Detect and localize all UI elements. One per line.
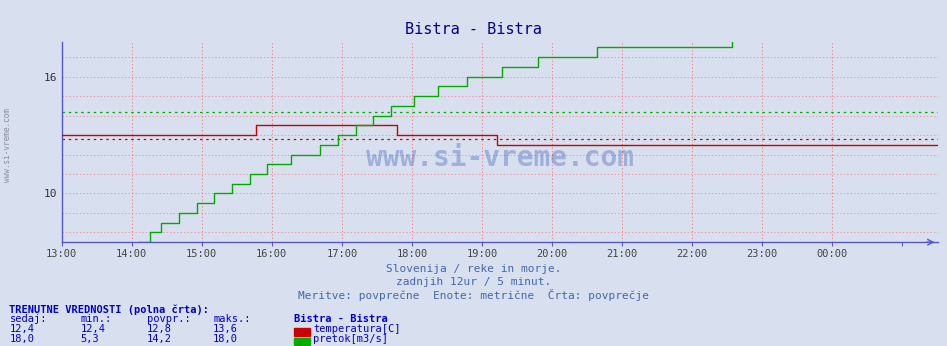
Text: Bistra - Bistra: Bistra - Bistra — [294, 315, 387, 325]
Text: 18,0: 18,0 — [9, 334, 34, 344]
Text: 12,4: 12,4 — [80, 324, 105, 334]
Text: sedaj:: sedaj: — [9, 315, 47, 325]
Text: Bistra - Bistra: Bistra - Bistra — [405, 22, 542, 37]
Text: Slovenija / reke in morje.: Slovenija / reke in morje. — [385, 264, 562, 274]
Text: pretok[m3/s]: pretok[m3/s] — [313, 334, 388, 344]
Text: 12,8: 12,8 — [147, 324, 171, 334]
Text: www.si-vreme.com: www.si-vreme.com — [366, 144, 634, 172]
Text: 13,6: 13,6 — [213, 324, 238, 334]
Text: Meritve: povprečne  Enote: metrične  Črta: povprečje: Meritve: povprečne Enote: metrične Črta:… — [298, 289, 649, 301]
Text: 12,4: 12,4 — [9, 324, 34, 334]
Text: povpr.:: povpr.: — [147, 315, 190, 325]
Text: temperatura[C]: temperatura[C] — [313, 324, 401, 334]
Text: maks.:: maks.: — [213, 315, 251, 325]
Text: 5,3: 5,3 — [80, 334, 99, 344]
Text: min.:: min.: — [80, 315, 112, 325]
Text: 14,2: 14,2 — [147, 334, 171, 344]
Text: TRENUTNE VREDNOSTI (polna črta):: TRENUTNE VREDNOSTI (polna črta): — [9, 304, 209, 315]
Text: 18,0: 18,0 — [213, 334, 238, 344]
Text: www.si-vreme.com: www.si-vreme.com — [3, 108, 12, 182]
Text: zadnjih 12ur / 5 minut.: zadnjih 12ur / 5 minut. — [396, 277, 551, 288]
